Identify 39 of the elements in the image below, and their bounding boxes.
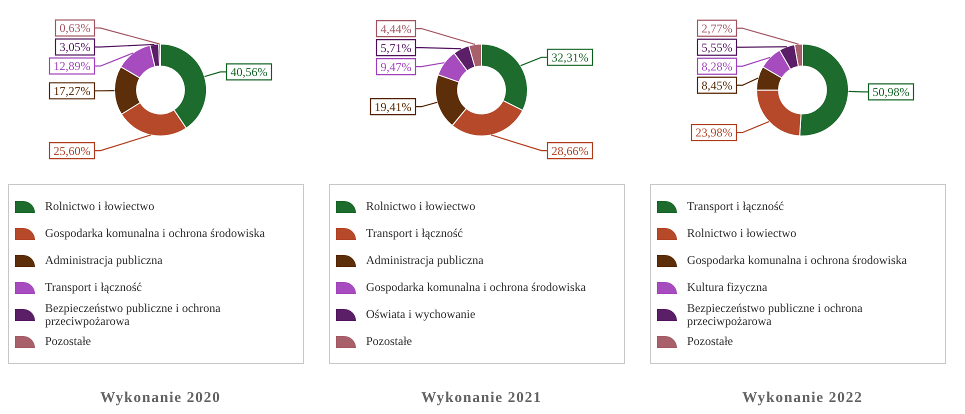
legend-label: Bezpieczeństwo publiczne i ochrona przeciwpożarowa xyxy=(687,300,864,328)
data-label: 50,98% xyxy=(872,85,910,100)
legend-label: Rolnictwo i łowiectwo xyxy=(366,199,476,213)
data-label: 5,71% xyxy=(380,40,412,55)
legend-label: Pozostałe xyxy=(45,334,91,348)
text: Wykonanie 2022 xyxy=(741,390,864,407)
data-label: 40,56% xyxy=(230,65,268,80)
data-label: 12,89% xyxy=(54,59,91,74)
legend-label: Kultura fizyczna xyxy=(687,280,768,294)
data-label: 17,27% xyxy=(54,84,91,98)
legend-label: Oświata i wychowanie xyxy=(366,307,476,321)
legend-label: Transport i łączność xyxy=(687,199,784,213)
legend-label: Gospodarka komunalna i ochrona środowiska xyxy=(366,280,586,294)
text: Wykonanie 2020 xyxy=(99,390,222,407)
legend-label: Bezpieczeństwo publiczne i ochrona przeciwpożarowa xyxy=(45,300,222,328)
data-label: 28,66% xyxy=(552,144,588,158)
data-label: 2,77% xyxy=(702,21,733,36)
data-label: 19,41% xyxy=(374,100,412,114)
legend-label: Administracja publiczna xyxy=(366,253,484,267)
data-label: 32,31% xyxy=(552,50,588,64)
data-label: 5,55% xyxy=(702,40,733,54)
text: Wykonanie 2021 xyxy=(420,390,543,407)
data-label: 8,45% xyxy=(702,78,733,92)
data-label: 4,44% xyxy=(380,22,412,36)
legend-label: Rolnictwo i łowiectwo xyxy=(687,226,796,240)
legend-label: Administracja publiczna xyxy=(45,253,163,267)
data-label: 9,47% xyxy=(380,60,412,74)
legend-label: Pozostałe xyxy=(366,334,412,348)
legend-label: Rolnictwo i łowiectwo xyxy=(45,199,154,213)
legend-label: Gospodarka komunalna i ochrona środowiska xyxy=(45,226,265,240)
legend-label: Pozostałe xyxy=(687,334,733,348)
data-label: 25,60% xyxy=(54,144,91,158)
data-label: 23,98% xyxy=(696,126,733,140)
legend-label: Transport i łączność xyxy=(45,280,142,294)
data-label: 3,05% xyxy=(60,40,91,54)
data-label: 0,63% xyxy=(60,21,91,36)
data-label: 8,28% xyxy=(702,59,733,74)
legend-label: Transport i łączność xyxy=(366,226,463,240)
legend-label: Gospodarka komunalna i ochrona środowiska xyxy=(687,253,907,267)
